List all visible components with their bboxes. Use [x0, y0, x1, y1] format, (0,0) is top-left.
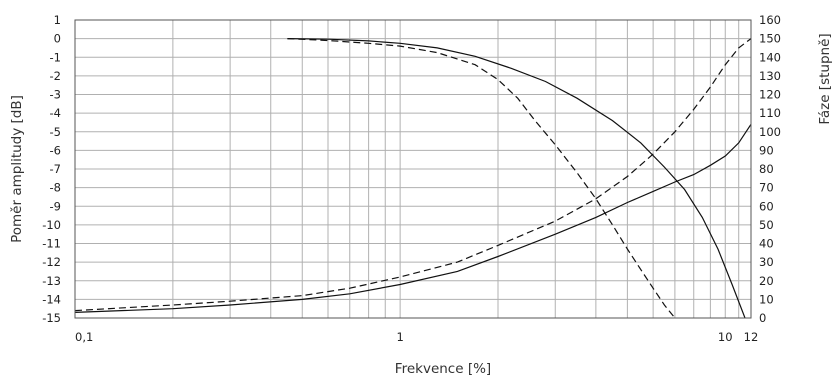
left-axis-ticks: 1 0 -1 -2 -3 -4 -5 -6 -7 -8 -9 -10 -11 -12 -13 -14 -15 — [42, 13, 61, 325]
series-layer — [75, 38, 751, 318]
x-tick-label: 1 — [396, 330, 403, 344]
right-tick-label: 50 — [759, 218, 774, 232]
left-tick-label: -9 — [50, 199, 61, 213]
amplitude-dashed-line — [287, 38, 676, 318]
right-tick-label: 90 — [759, 143, 774, 157]
x-axis-title: Frekvence [%] — [395, 361, 491, 377]
right-tick-label: 130 — [759, 69, 781, 83]
right-tick-label: 10 — [759, 292, 774, 306]
left-tick-label: -2 — [50, 69, 61, 83]
phase-solid-line — [75, 122, 751, 313]
right-tick-label: 160 — [759, 13, 781, 27]
right-tick-label: 40 — [759, 237, 774, 251]
right-tick-label: 120 — [759, 88, 781, 102]
left-axis-title: Poměr amplitudy [dB] — [9, 95, 25, 243]
right-tick-label: 20 — [759, 274, 774, 288]
right-tick-label: 70 — [759, 181, 774, 195]
right-tick-label: 30 — [759, 255, 774, 269]
grid — [75, 20, 751, 318]
x-tick-label: 0,1 — [75, 330, 93, 344]
left-tick-label: -11 — [42, 237, 61, 251]
right-tick-label: 140 — [759, 50, 781, 64]
right-tick-label: 110 — [759, 106, 781, 120]
left-tick-label: -3 — [50, 88, 61, 102]
x-axis-ticks: 0,1 1 10 12 — [75, 330, 758, 344]
left-tick-label: -12 — [42, 255, 61, 269]
amplitude-solid-line — [287, 38, 746, 318]
right-tick-label: 100 — [759, 125, 781, 139]
right-axis-title: Fáze [stupně] — [817, 33, 833, 124]
plot-frame — [74, 19, 752, 319]
right-tick-label: 60 — [759, 199, 774, 213]
left-tick-label: -13 — [42, 274, 61, 288]
left-tick-label: -6 — [50, 143, 61, 157]
left-tick-label: -1 — [50, 50, 61, 64]
left-tick-label: -4 — [50, 106, 61, 120]
left-tick-label: -8 — [50, 181, 61, 195]
left-tick-label: -15 — [42, 311, 61, 325]
left-tick-label: -14 — [42, 292, 61, 306]
phase-dashed-line — [75, 38, 751, 312]
left-tick-label: 0 — [54, 32, 61, 46]
x-tick-label: 12 — [744, 330, 759, 344]
x-tick-label: 10 — [718, 330, 733, 344]
right-tick-label: 150 — [759, 32, 781, 46]
left-tick-label: -5 — [50, 125, 61, 139]
left-tick-label: -7 — [50, 162, 61, 176]
left-tick-label: -10 — [42, 218, 61, 232]
left-tick-label: 1 — [54, 13, 61, 27]
right-tick-label: 0 — [759, 311, 766, 325]
right-tick-label: 80 — [759, 162, 774, 176]
